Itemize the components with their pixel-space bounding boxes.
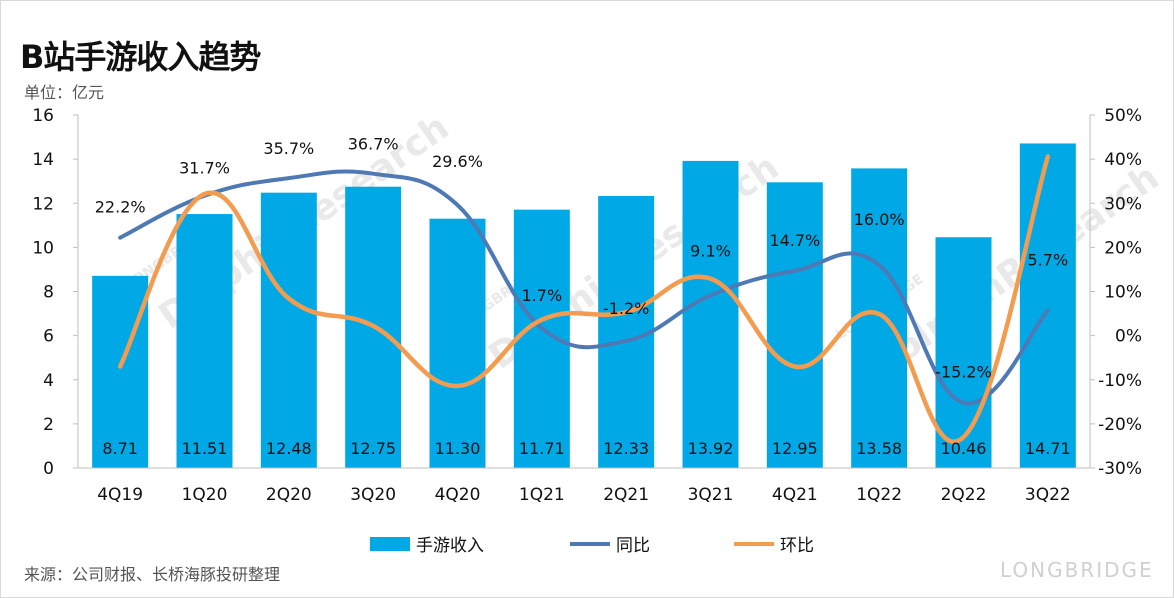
bar-3Q22 [1019,143,1076,468]
data-label-layer: 8.71 11.51 12.48 12.75 11.30 11.71 12.33 13.92 1… [95,135,1071,458]
line-yoy [118,169,1050,406]
x-tick-label: 2Q22 [941,485,987,505]
source-note: 来源：公司财报、长桥海豚投研整理 [24,565,281,584]
bar-4Q20 [429,218,486,468]
y-right-tick-label: 50% [1104,106,1142,126]
yoy-value-label: -1.2% [603,299,649,318]
bar-3Q21 [682,160,739,468]
legend-swatch-revenue [370,537,410,551]
bar-4Q21 [766,182,823,468]
bar-value-label: 8.71 [102,439,138,458]
legend-label-qoq: 环比 [780,536,814,556]
x-tick-label: 4Q19 [97,485,143,505]
bar-value-label: 12.95 [772,439,818,458]
y-left-tick-label: 8 [43,283,54,303]
yoy-value-label: 5.7% [1028,250,1069,269]
y-left-tick-label: 10 [32,238,54,258]
axes-layer: 0 2 4 6 8 10 12 14 16 -30% -20% -10% 0% 10% 20% 30% 40% 5… [32,106,1142,505]
bar-value-label: 12.33 [603,439,649,458]
bar-1Q20 [176,214,233,468]
unit-label: 单位：亿元 [24,83,105,102]
bar-2Q21 [598,195,655,469]
y-right-tick-label: -20% [1098,415,1142,435]
x-tick-label: 3Q21 [688,485,734,505]
yoy-value-label: 36.7% [348,135,399,154]
y-right-tick-label: 10% [1104,283,1142,303]
bar-value-label: 10.46 [941,439,987,458]
x-tick-label: 1Q20 [182,485,228,505]
yoy-value-label: 9.1% [690,241,731,260]
watermark-logo-text: LONGBRIDGE [1000,558,1154,582]
yoy-value-label: -15.2% [935,363,992,382]
line-series-layer [117,154,1051,444]
legend: 手游收入 同比 环比 [370,536,814,556]
bar-value-label: 11.51 [182,439,228,458]
bar-value-label: 12.75 [350,439,396,458]
chart-title: B站手游收入趋势 [20,38,261,76]
bar-value-label: 11.30 [435,439,481,458]
y-right-tick-label: -10% [1098,371,1142,391]
bar-value-label: 11.71 [519,439,565,458]
line-qoq [117,154,1051,444]
y-left-tick-label: 14 [32,150,54,170]
y-left-tick-label: 2 [43,415,54,435]
bar-series-revenue [92,143,1076,469]
yoy-value-label: 16.0% [854,210,905,229]
bar-1Q22 [851,168,908,469]
y-left-tick-label: 4 [43,371,54,391]
y-left-tick-label: 6 [43,327,54,347]
y-left-tick-label: 12 [32,194,54,214]
yoy-value-label: 22.2% [95,198,146,217]
yoy-value-label: 31.7% [179,159,230,178]
x-tick-label: 3Q20 [350,485,396,505]
bar-value-label: 13.92 [688,439,734,458]
bar-value-label: 13.58 [856,439,902,458]
x-tick-label: 4Q21 [772,485,818,505]
x-tick-label: 3Q22 [1025,485,1071,505]
bar-2Q22 [935,237,992,468]
legend-label-revenue: 手游收入 [416,536,484,556]
bar-value-label: 12.48 [266,439,312,458]
y-right-tick-label: 0% [1115,327,1142,347]
yoy-value-label: 29.6% [432,152,483,171]
y-right-tick-label: 40% [1104,150,1142,170]
x-tick-label: 1Q22 [856,485,902,505]
x-tick-label: 2Q21 [603,485,649,505]
yoy-value-label: 35.7% [263,139,314,158]
y-right-tick-label: 20% [1104,238,1142,258]
y-left-tick-label: 16 [32,106,54,126]
y-left-tick-label: 0 [43,459,54,479]
bar-4Q19 [92,275,149,468]
x-tick-label: 4Q20 [435,485,481,505]
bar-value-label: 14.71 [1025,439,1071,458]
bar-2Q20 [260,192,317,468]
x-tick-label: 1Q21 [519,485,565,505]
yoy-value-label: 1.7% [522,286,563,305]
yoy-value-label: 14.7% [769,231,820,250]
legend-label-yoy: 同比 [616,536,650,556]
y-right-tick-label: -30% [1098,459,1142,479]
x-tick-label: 2Q20 [266,485,312,505]
y-right-tick-label: 30% [1104,194,1142,214]
